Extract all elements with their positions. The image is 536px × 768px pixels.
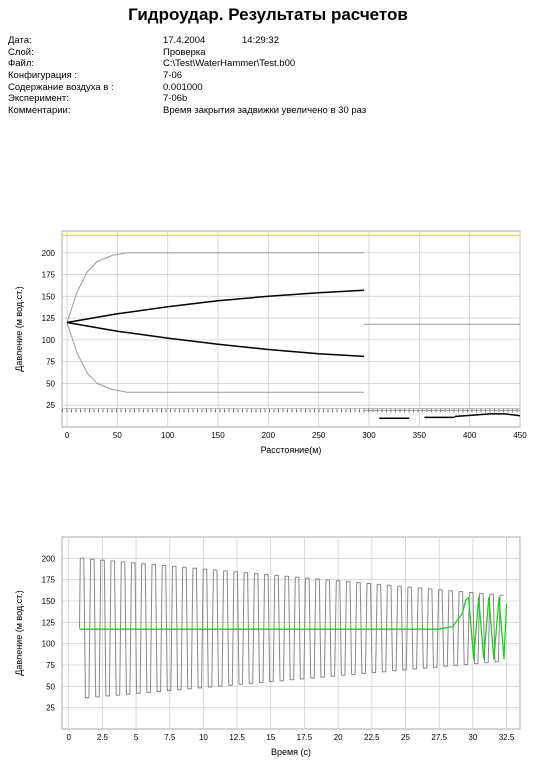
y-tick-label: 125: [42, 314, 56, 323]
x-tick-label: 20: [334, 733, 343, 742]
x-tick-label: 300: [362, 431, 376, 440]
info-label: Содержание воздуха в :: [8, 81, 114, 93]
series-line-gray-oscillation: [79, 557, 504, 699]
x-tick-label: 22.5: [364, 733, 380, 742]
x-tick-label: 7.5: [164, 733, 176, 742]
x-tick-label: 250: [312, 431, 326, 440]
x-tick-label: 5: [134, 733, 139, 742]
x-tick-label: 0: [65, 431, 70, 440]
y-tick-label: 25: [46, 704, 55, 713]
series-line-black: [66, 289, 365, 324]
x-tick-label: 450: [513, 431, 527, 440]
y-tick-label: 150: [42, 597, 56, 606]
plot-area: [61, 536, 521, 730]
info-label: Файл:: [8, 58, 34, 70]
x-tick-label: 200: [262, 431, 276, 440]
y-tick-label: 200: [42, 554, 56, 563]
info-label: Комментарии:: [8, 105, 71, 117]
info-label: Дата:: [8, 35, 32, 46]
x-tick-label: 25: [401, 733, 410, 742]
x-tick-label: 50: [113, 431, 122, 440]
x-tick-label: 30: [468, 733, 477, 742]
info-row-layer: Слой: Проверка: [8, 47, 528, 59]
x-tick-label: 0: [67, 733, 72, 742]
info-label: Слой:: [8, 46, 34, 58]
info-value: 0.001000: [163, 81, 203, 93]
x-tick-label: 350: [413, 431, 427, 440]
y-tick-label: 50: [46, 682, 55, 691]
y-tick-label: 175: [42, 576, 56, 585]
report-info: Дата: 17.4.2004 14:29:32 Слой: Проверка …: [8, 35, 528, 117]
x-tick-label: 12.5: [229, 733, 245, 742]
info-value: 7-06: [163, 70, 183, 82]
y-axis-label: Давление (м вод.ст.): [14, 286, 24, 371]
info-row-date: Дата: 17.4.2004 14:29:32: [8, 35, 528, 47]
x-tick-label: 15: [266, 733, 275, 742]
series-line-gray: [66, 322, 364, 393]
info-value: 17.4.2004: [163, 35, 206, 46]
y-tick-label: 75: [46, 661, 55, 670]
y-tick-label: 100: [42, 640, 56, 649]
x-axis-label: Время (c): [271, 747, 311, 757]
x-tick-label: 10: [199, 733, 208, 742]
y-axis-label: Давление (м вод.ст.): [14, 590, 24, 675]
info-value: Время закрытия задвижки увеличено в 30 р…: [163, 105, 367, 117]
info-value: 7-06b: [163, 93, 188, 105]
y-tick-label: 100: [42, 336, 56, 345]
info-value: Проверка: [163, 46, 206, 58]
x-tick-label: 17.5: [297, 733, 313, 742]
series-line-black: [66, 321, 365, 358]
x-tick-label: 2.5: [97, 733, 109, 742]
series-line-black: [454, 413, 521, 418]
y-tick-label: 50: [46, 379, 55, 388]
x-tick-label: 100: [161, 431, 175, 440]
y-tick-label: 125: [42, 618, 56, 627]
y-tick-label: 150: [42, 292, 56, 301]
info-row-file: Файл: C:\Test\WaterHammer\Test.b00: [8, 58, 528, 70]
x-axis-label: Расстояние(м): [261, 445, 322, 455]
x-tick-label: 150: [211, 431, 225, 440]
y-tick-label: 25: [46, 401, 55, 410]
info-row-comments: Комментарии: Время закрытия задвижки уве…: [8, 105, 528, 117]
plot-area: [61, 230, 521, 428]
x-tick-label: 32.5: [499, 733, 515, 742]
report-title: Гидроудар. Результаты расчетов: [128, 5, 408, 24]
series-line-green: [79, 596, 508, 660]
info-row-configuration: Конфигурация : 7-06: [8, 70, 528, 82]
x-tick-label: 400: [463, 431, 477, 440]
y-tick-label: 200: [42, 249, 56, 258]
info-label: Эксперимент:: [8, 93, 69, 105]
info-time: 14:29:32: [242, 35, 279, 46]
y-tick-label: 175: [42, 271, 56, 280]
series-line-gray: [66, 252, 364, 323]
y-tick-label: 75: [46, 358, 55, 367]
info-row-air-content: Содержание воздуха в : 0.001000: [8, 82, 528, 94]
x-tick-label: 27.5: [431, 733, 447, 742]
info-value: C:\Test\WaterHammer\Test.b00: [163, 58, 296, 70]
info-row-experiment: Эксперимент: 7-06b: [8, 93, 528, 105]
info-label: Конфигурация :: [8, 70, 78, 82]
